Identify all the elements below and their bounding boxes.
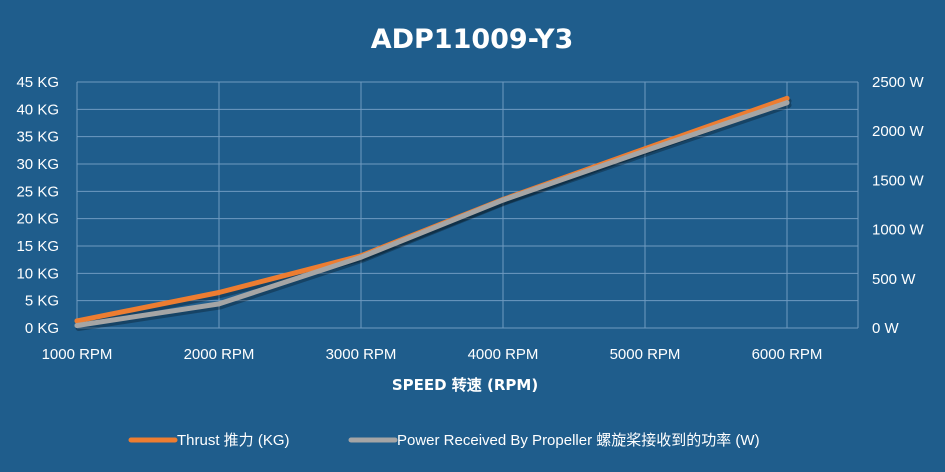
series-lines — [74, 95, 792, 331]
y-right-tick-label: 2500 W — [872, 74, 925, 91]
y-axis-left-ticks: 0 KG 5 KG 10 KG 15 KG 20 KG 25 KG 30 KG 35 KG 40… — [16, 74, 59, 337]
chart-title: ADP11009-Y3 — [371, 24, 574, 55]
gridlines — [76, 81, 859, 329]
y-right-tick-label: 1000 W — [872, 222, 925, 239]
data-point — [784, 95, 790, 101]
y-left-tick-label: 30 KG — [16, 156, 59, 173]
series-line-power — [74, 100, 790, 328]
y-left-tick-label: 0 KG — [25, 320, 59, 337]
data-point — [74, 323, 80, 329]
data-point — [642, 148, 648, 154]
data-point — [358, 254, 364, 260]
data-point — [500, 197, 506, 203]
x-axis-ticks: 1000 RPM 2000 RPM 3000 RPM 4000 RPM 5000 RPM… — [42, 346, 823, 363]
legend-label: Power Received By Propeller 螺旋桨接收到的功率 (W… — [397, 432, 760, 449]
y-left-tick-label: 15 KG — [16, 238, 59, 255]
x-tick-label: 2000 RPM — [184, 346, 255, 363]
data-point — [784, 100, 790, 106]
y-left-tick-label: 35 KG — [16, 129, 59, 146]
y-left-tick-label: 40 KG — [16, 101, 59, 118]
y-axis-right-ticks: 0 W 500 W 1000 W 1500 W 2000 W 2500 W — [872, 74, 925, 337]
y-left-tick-label: 5 KG — [25, 293, 59, 310]
y-right-tick-label: 2000 W — [872, 123, 925, 140]
x-tick-label: 3000 RPM — [326, 346, 397, 363]
y-right-tick-label: 500 W — [872, 271, 916, 288]
y-left-tick-label: 25 KG — [16, 183, 59, 200]
data-point — [216, 289, 222, 295]
y-right-tick-label: 0 W — [872, 320, 900, 337]
x-tick-label: 4000 RPM — [468, 346, 539, 363]
x-tick-label: 1000 RPM — [42, 346, 113, 363]
x-axis-label: SPEED 转速 (RPM) — [392, 376, 538, 394]
legend: Thrust 推力 (KG) Power Received By Propelle… — [128, 432, 760, 449]
legend-label: Thrust 推力 (KG) — [177, 432, 290, 449]
data-point — [216, 301, 222, 307]
series-line-thrust — [74, 95, 790, 324]
y-left-tick-label: 20 KG — [16, 211, 59, 228]
data-point — [74, 318, 80, 324]
y-left-tick-label: 10 KG — [16, 265, 59, 282]
x-tick-label: 6000 RPM — [752, 346, 823, 363]
x-tick-label: 5000 RPM — [610, 346, 681, 363]
series-line-shadow — [75, 102, 792, 331]
y-right-tick-label: 1500 W — [872, 172, 925, 189]
y-left-tick-label: 45 KG — [16, 74, 59, 91]
